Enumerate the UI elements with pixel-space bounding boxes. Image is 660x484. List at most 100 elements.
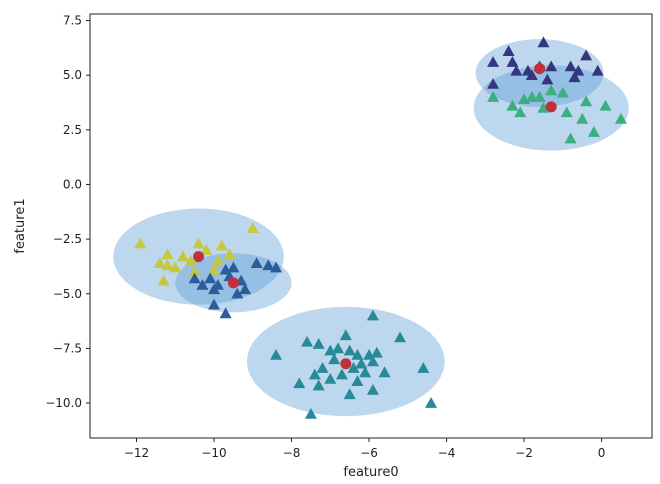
cluster-1-point <box>560 106 573 118</box>
x-tick-label: −8 <box>283 446 301 460</box>
cluster-3-point <box>208 298 221 310</box>
cluster-4-point <box>301 335 314 347</box>
cluster-1-point <box>564 132 577 144</box>
cluster-4-point <box>324 372 337 384</box>
cluster-3-point <box>250 257 263 268</box>
x-tick-label: −12 <box>124 446 149 460</box>
cluster-4-point <box>394 331 407 343</box>
cluster-2-point <box>153 257 166 268</box>
cluster-1-point <box>533 91 546 102</box>
cluster-2-point <box>192 237 205 249</box>
cluster-3-point <box>231 287 244 299</box>
cluster-3-point <box>219 307 232 319</box>
cluster-4-point <box>359 366 372 378</box>
cluster-4-point <box>335 368 348 380</box>
cluster-center-1 <box>545 101 557 113</box>
cluster-4-point <box>366 309 379 321</box>
cluster-0-point <box>502 45 515 56</box>
cluster-0-point <box>568 71 581 83</box>
cluster-4-point <box>366 383 379 395</box>
cluster-4-point <box>351 348 364 360</box>
y-tick-label: −2.5 <box>53 232 82 246</box>
x-axis-ticks: −12 −10 −8 −6 −4 −2 0 <box>124 438 606 460</box>
cluster-4-point <box>355 357 368 369</box>
cluster-2-point <box>215 239 228 251</box>
cluster-4-point <box>417 362 430 373</box>
cluster-2-point <box>200 244 213 255</box>
cluster-4-point <box>351 375 364 386</box>
cluster-4-point <box>270 348 283 360</box>
cluster-2-point <box>161 248 174 260</box>
cluster-1-point <box>580 95 593 107</box>
cluster-2-point <box>188 265 201 277</box>
cluster-2-point <box>208 263 221 275</box>
cluster-1-point <box>599 99 612 111</box>
cluster-4-point <box>339 329 352 341</box>
x-tick-label: −6 <box>360 446 378 460</box>
cluster-4-point <box>308 368 321 380</box>
x-tick-label: −4 <box>438 446 456 460</box>
y-tick-label: −10.0 <box>45 396 82 410</box>
cluster-4-point <box>370 346 383 358</box>
cluster-1-point <box>545 84 558 96</box>
cluster-1-point <box>587 126 600 137</box>
cluster-center-0 <box>534 63 546 75</box>
cluster-0-point <box>564 60 577 72</box>
cluster-1-point <box>525 91 538 102</box>
cluster-3-point <box>204 272 217 284</box>
x-tick-label: −10 <box>201 446 226 460</box>
cluster-2-point <box>169 261 182 273</box>
cluster-0-point <box>541 73 554 85</box>
cluster-4-point <box>378 366 391 378</box>
cluster-1-point <box>487 91 500 102</box>
cluster-4-point <box>328 353 341 365</box>
cluster-4-point <box>304 407 317 419</box>
plot-frame <box>89 13 653 439</box>
cluster-2-point <box>184 254 197 266</box>
cluster-4-point <box>312 379 325 391</box>
points-layer <box>134 36 627 419</box>
cluster-1-point <box>537 101 550 113</box>
cluster-0-point <box>510 64 523 76</box>
y-tick-label: −7.5 <box>53 341 82 355</box>
cluster-3-point <box>270 261 283 273</box>
cluster-4-point <box>332 342 345 354</box>
cluster-center-3 <box>227 277 239 289</box>
cluster-3-point <box>262 259 275 271</box>
x-tick-label: −2 <box>515 446 533 460</box>
y-tick-label: 7.5 <box>63 14 82 28</box>
cluster-3-point <box>188 272 201 284</box>
centers-layer <box>193 63 557 370</box>
cluster-4-point <box>293 377 306 389</box>
cluster-3-point <box>196 279 209 290</box>
cluster-3-point <box>227 261 240 273</box>
y-tick-label: −5.0 <box>53 287 82 301</box>
y-tick-label: 0.0 <box>63 177 82 191</box>
cluster-4-point <box>316 362 329 373</box>
cluster-2-point <box>157 274 170 286</box>
cluster-0-point <box>545 60 558 72</box>
cluster-0-point <box>591 64 604 76</box>
cluster-0-point <box>537 36 550 48</box>
cluster-0-point <box>487 77 500 89</box>
cluster-3-point <box>239 283 252 295</box>
x-axis-label: feature0 <box>343 465 398 480</box>
cluster-2-point <box>223 248 236 260</box>
y-axis-label: feature1 <box>13 198 28 253</box>
cluster-4-point <box>366 355 379 367</box>
cluster-0-point <box>506 56 519 67</box>
cluster-1-point <box>556 86 569 98</box>
cluster-1-point <box>506 99 519 111</box>
cluster-1-point <box>614 112 627 124</box>
y-tick-label: 2.5 <box>63 123 82 137</box>
cluster-1-point <box>576 112 589 124</box>
cluster-1-point <box>514 106 527 118</box>
cluster-0-point <box>580 49 593 61</box>
cluster-4-point <box>312 338 325 349</box>
cluster-3-point <box>208 283 221 295</box>
x-tick-label: 0 <box>598 446 606 460</box>
cluster-0-point <box>487 56 500 67</box>
cluster-4-point <box>343 388 356 400</box>
cluster-2-point <box>211 254 224 266</box>
